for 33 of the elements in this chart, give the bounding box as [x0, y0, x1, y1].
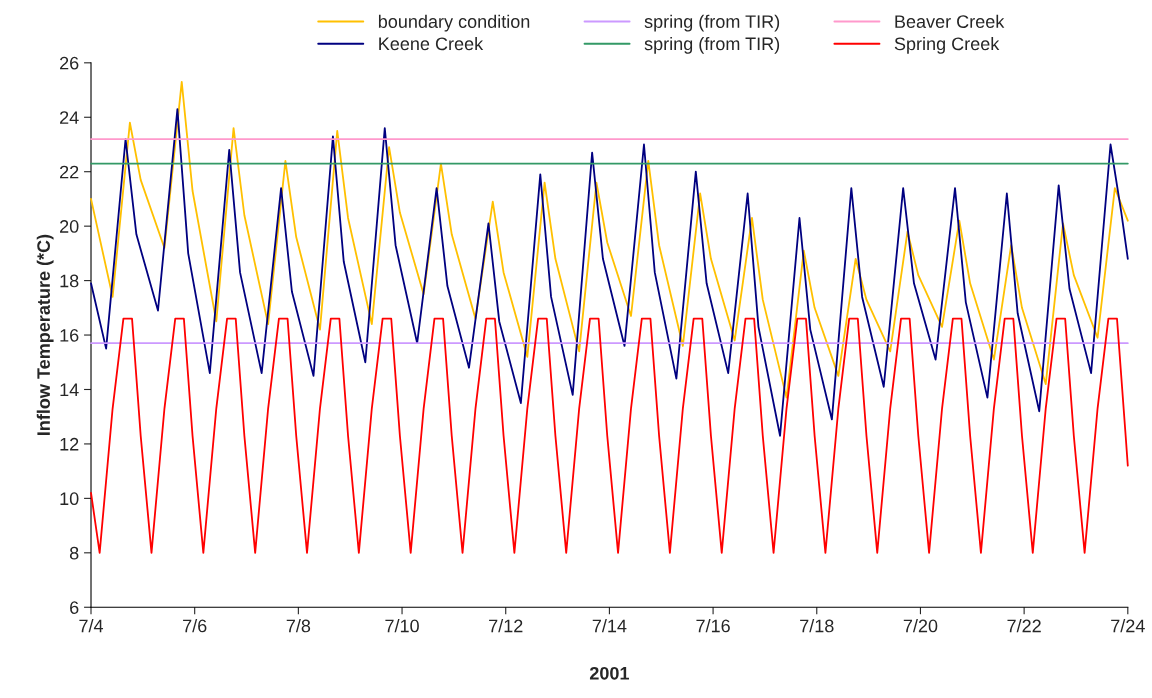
x-axis-title: 2001	[589, 666, 629, 680]
x-tick-label: 7/6	[183, 619, 207, 633]
y-tick-label: 18	[60, 274, 79, 288]
y-tick-label: 22	[60, 165, 79, 179]
x-tick-label: 7/14	[592, 619, 627, 633]
legend-label: spring (from TIR)	[644, 14, 780, 32]
x-tick-label: 7/12	[489, 619, 523, 633]
x-tick-label: 7/16	[696, 619, 730, 633]
y-tick-label: 6	[70, 601, 79, 614]
x-tick-label: 7/4	[79, 619, 104, 633]
x-tick-label: 7/24	[1111, 619, 1145, 633]
y-tick-label: 20	[60, 220, 79, 233]
legend-label: Keene Creek	[379, 36, 484, 51]
legend-label: spring (from TIR)	[644, 36, 780, 54]
x-tick-label: 7/20	[903, 619, 938, 633]
legend-label: boundary condition	[378, 14, 530, 32]
y-tick-label: 10	[60, 492, 79, 506]
y-tick-label: 8	[69, 546, 79, 560]
legend-label: Spring Creek	[894, 36, 1000, 54]
x-tick-label: 7/8	[286, 619, 311, 633]
x-tick-label: 7/18	[800, 619, 834, 633]
line-series	[90, 80, 1129, 399]
legend-label: Beaver Creek	[895, 14, 1005, 28]
line-series	[90, 317, 1129, 554]
y-tick-label: 24	[60, 111, 79, 124]
y-tick-label: 14	[60, 383, 79, 397]
y-tick-label: 16	[60, 328, 79, 342]
y-axis-title: Inflow Temperature (*C)	[36, 234, 54, 435]
line-series	[90, 108, 1129, 437]
x-tick-label: 7/10	[385, 619, 419, 633]
x-tick-label: 7/22	[1007, 619, 1041, 633]
y-tick-label: 12	[60, 437, 79, 451]
y-tick-label: 26	[60, 56, 79, 70]
